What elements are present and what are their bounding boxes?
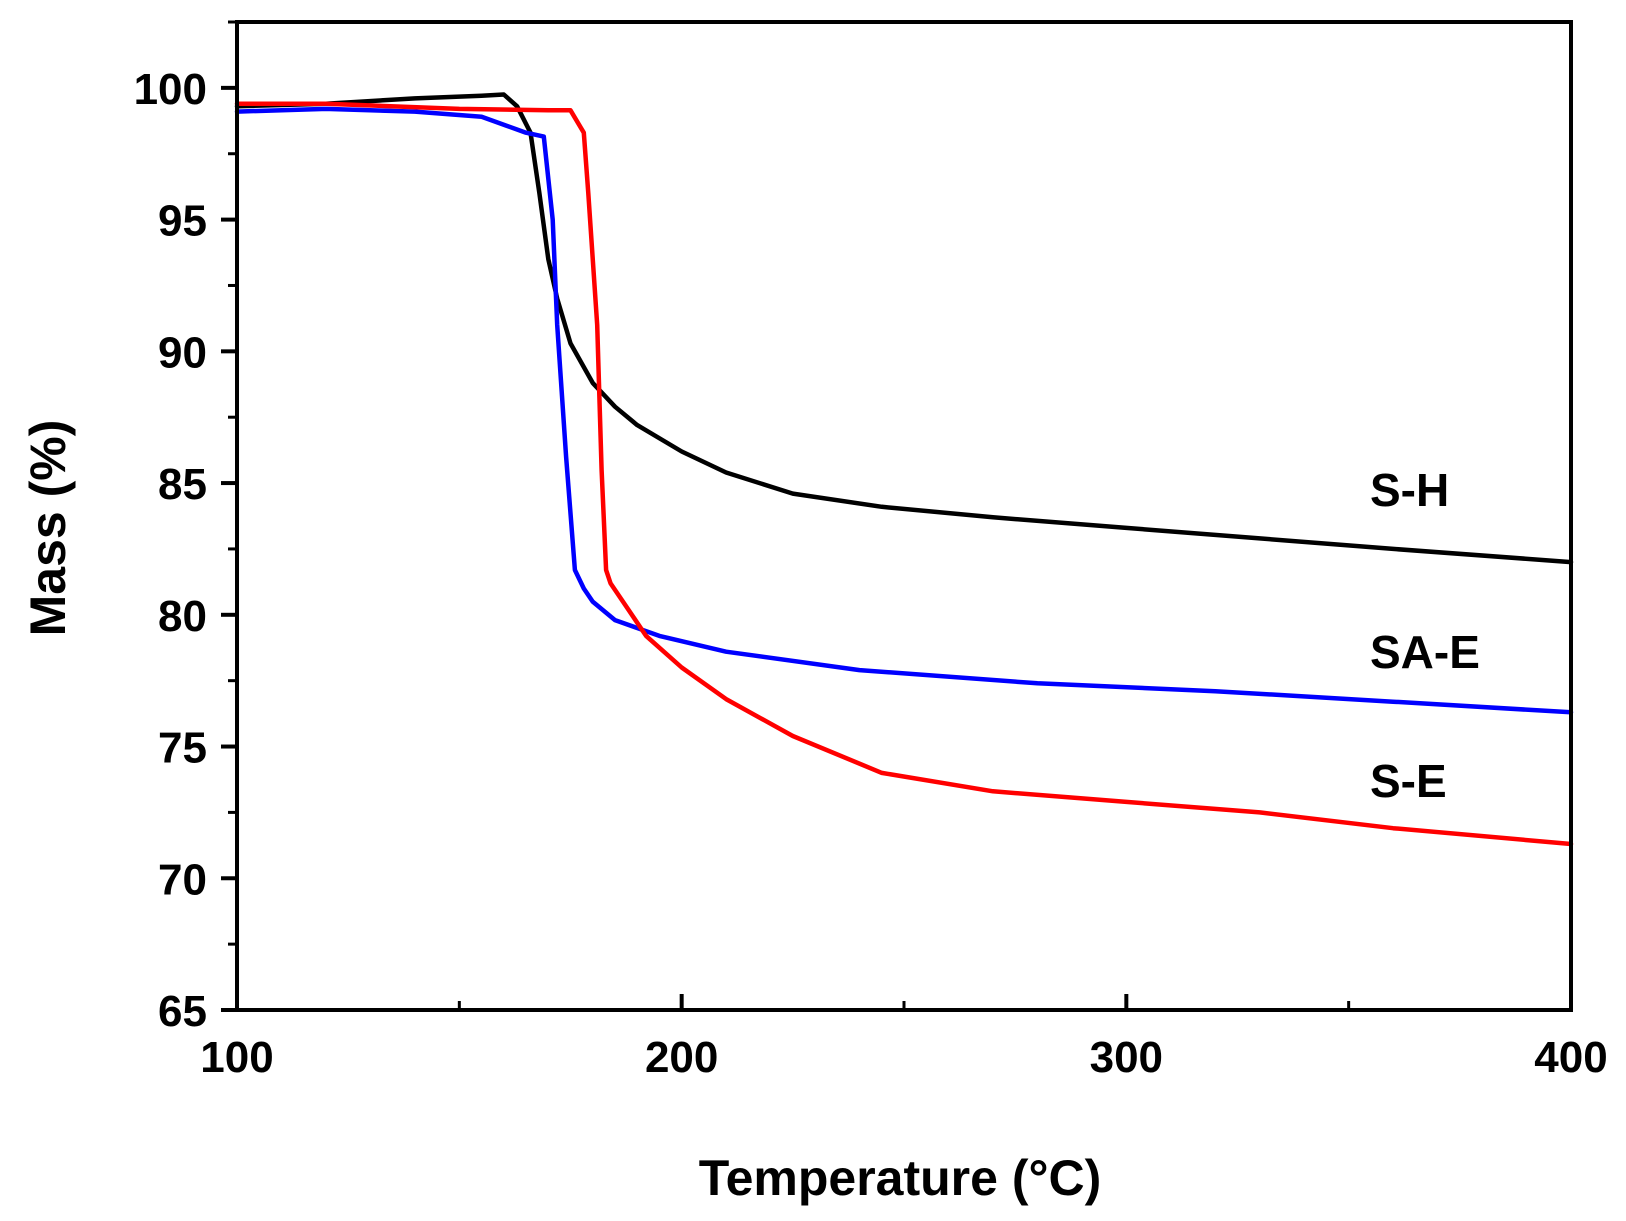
plot-series	[234, 92, 1574, 847]
x-tick-label: 400	[1534, 1033, 1607, 1082]
x-tick-label: 200	[645, 1033, 718, 1082]
y-tick-label: 80	[158, 592, 207, 641]
plot-frame	[235, 20, 1573, 1012]
y-tick-label: 95	[158, 197, 207, 246]
y-tick-label: 90	[158, 328, 207, 377]
y-tick-label: 70	[158, 855, 207, 904]
series-line-sa-e	[234, 106, 1574, 715]
y-tick-label: 65	[158, 987, 207, 1036]
series-line-s-h	[234, 92, 1574, 565]
series-label-sa-e: SA-E	[1370, 626, 1480, 678]
series-line-s-e	[234, 101, 1574, 847]
y-axis-title: Mass (%)	[20, 420, 76, 637]
x-axis-title: Temperature (°C)	[699, 1150, 1101, 1206]
axis-ticks	[221, 20, 1573, 1012]
x-tick-label: 100	[200, 1033, 273, 1082]
y-tick-label: 100	[134, 65, 207, 114]
y-tick-label: 85	[158, 460, 207, 509]
x-tick-label: 300	[1090, 1033, 1163, 1082]
series-label-s-e: S-E	[1370, 755, 1447, 807]
y-tick-label: 75	[158, 724, 207, 773]
series-label-s-h: S-H	[1370, 464, 1449, 516]
axis-tick-labels: 100 200 300 400 65 70 75 80 85 90 95 100	[134, 65, 1608, 1082]
